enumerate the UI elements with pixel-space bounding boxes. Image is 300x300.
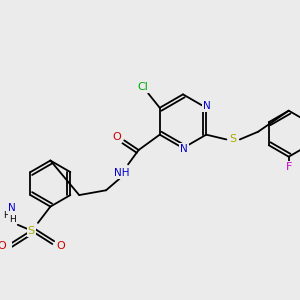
Text: H: H [9,214,15,224]
Text: Cl: Cl [137,82,148,92]
Text: O: O [0,241,6,251]
Text: O: O [112,132,121,142]
Text: NH: NH [114,168,129,178]
Text: F: F [286,162,292,172]
Text: N: N [8,202,16,212]
Text: H: H [3,211,10,220]
Text: S: S [230,134,237,145]
Text: N: N [180,144,188,154]
Text: N: N [203,101,211,111]
Text: S: S [28,226,35,236]
Text: O: O [57,241,65,251]
